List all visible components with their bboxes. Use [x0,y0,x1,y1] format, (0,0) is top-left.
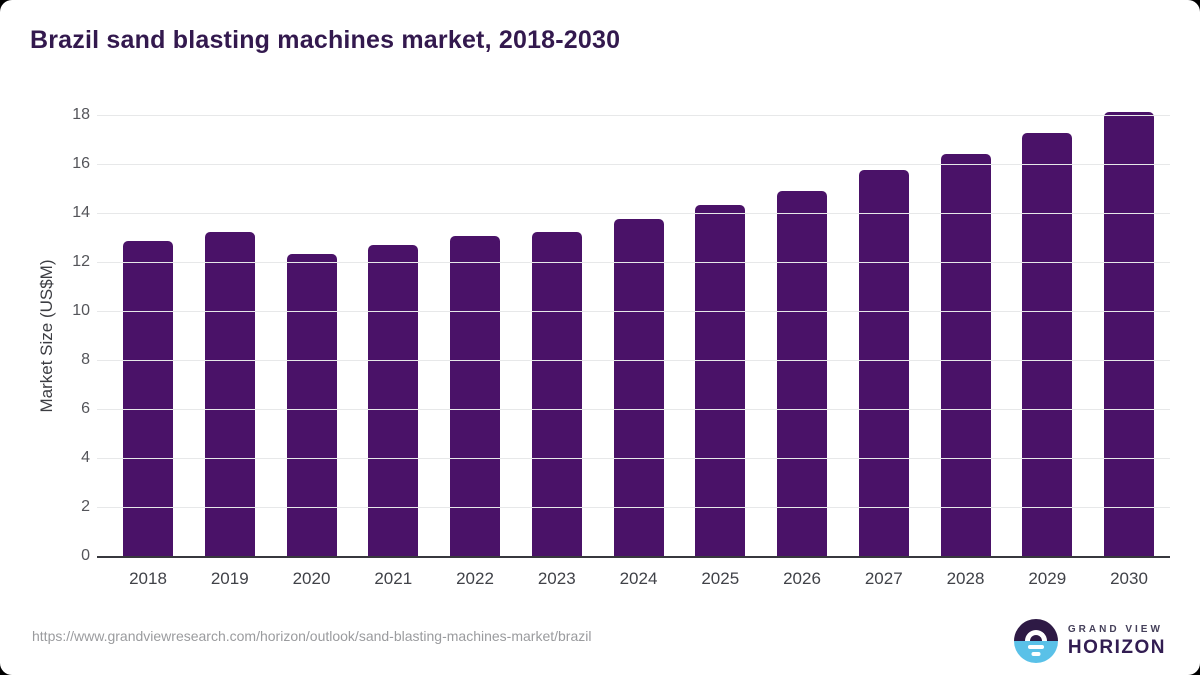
x-axis-label: 2018 [129,569,167,588]
bar-2024 [613,218,664,557]
bar-column: 2027 [858,169,909,588]
x-axis-label: 2025 [701,569,740,588]
y-tick-label: 6 [81,400,90,417]
x-axis-label: 2022 [456,569,494,588]
logo-line-horizon: HORIZON [1067,636,1166,658]
bar-2028 [940,153,991,557]
bar-2022 [450,236,500,557]
gridline [97,164,1170,165]
bar-column: 2022 [450,236,500,588]
x-axis-label: 2029 [1028,569,1067,588]
y-tick-label: 18 [72,106,90,123]
x-axis-label: 2026 [783,569,821,588]
gridline [97,262,1170,263]
gridline [97,458,1170,459]
x-axis-line [97,556,1170,558]
plot-area: 2018 2019 2020 2021 2022 2023 2024 2025 2026 2027… [97,112,1170,588]
bars-container: 2018 2019 2020 2021 2022 2023 2024 2025 2026 2027… [97,112,1170,588]
y-tick-label: 12 [72,253,90,270]
y-tick-label: 10 [72,302,90,319]
bar-2025 [695,205,746,557]
bar-2023 [531,232,582,557]
x-axis-label: 2027 [864,569,903,588]
bar-2026 [777,190,827,557]
bar-2029 [1022,133,1073,557]
logo-line-grand-view: GRAND VIEW [1067,623,1163,635]
bar-column: 2028 [940,153,991,588]
bar-column: 2029 [1022,133,1073,588]
y-tick-label: 0 [81,547,90,564]
bar-column: 2020 [286,254,337,588]
gridline [97,507,1170,508]
gridline [97,115,1170,116]
bar-2020 [286,254,337,557]
x-axis-label: 2021 [374,569,413,588]
y-tick-label: 4 [81,449,90,466]
page-title: Brazil sand blasting machines market, 20… [30,26,621,54]
bar-2030 [1104,112,1154,557]
y-tick-label: 14 [72,204,90,221]
chart-region: 0 2 4 6 8 10 12 14 16 18 2018 2019 2020 2021 2022 2023… [0,106,1200,588]
bar-column: 2021 [368,244,419,588]
x-axis-label: 2024 [619,569,658,588]
source-url: https://www.grandviewresearch.com/horizo… [32,628,592,644]
bar-2018 [123,240,173,557]
gridline [97,409,1170,410]
y-tick-label: 2 [81,498,90,515]
y-axis-ticks: 0 2 4 6 8 10 12 14 16 18 [40,106,90,564]
logo-text: GRAND VIEW HORIZON [1068,624,1166,659]
bar-column: 2019 [204,232,255,588]
bar-2027 [858,169,909,557]
y-tick-label: 8 [81,351,90,368]
x-axis-label: 2019 [210,569,249,588]
bar-column: 2025 [695,205,746,588]
y-tick-label: 16 [72,155,90,172]
bar-column: 2018 [123,240,173,588]
x-axis-label: 2020 [292,569,331,588]
gridline [97,311,1170,312]
sun-horizon-icon [1013,619,1058,663]
grand-view-horizon-logo: GRAND VIEW HORIZON [1013,619,1166,663]
x-axis-label: 2023 [537,569,576,588]
bar-column: 2026 [777,190,827,588]
x-axis-label: 2028 [946,569,985,588]
bar-column: 2023 [531,232,582,588]
gridline [97,360,1170,361]
bar-column: 2030 [1104,112,1154,588]
x-axis-label: 2030 [1110,569,1148,588]
bar-2021 [368,244,419,557]
gridline [97,213,1170,214]
bar-2019 [204,232,255,557]
bar-column: 2024 [613,218,664,588]
